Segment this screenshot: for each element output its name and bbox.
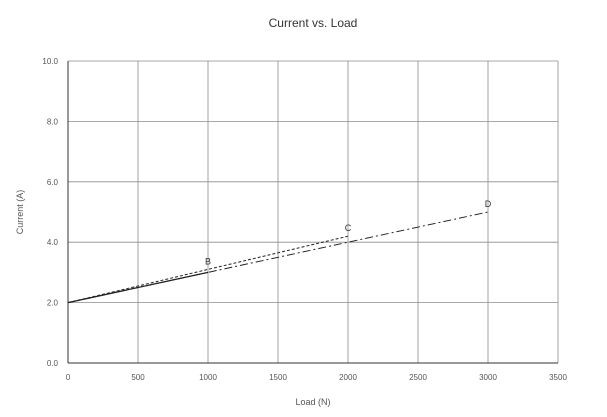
series-line-dashed bbox=[67, 235, 349, 304]
y-axis-label: Current (A) bbox=[15, 190, 25, 235]
y-tick-label-3: 6.0 bbox=[47, 178, 59, 187]
point-label-d: D bbox=[485, 199, 492, 209]
x-tick-label-3: 1500 bbox=[269, 373, 287, 382]
y-tick-label-5: 10.0 bbox=[42, 57, 58, 66]
y-tick-label-2: 4.0 bbox=[47, 238, 59, 247]
series-layer bbox=[67, 211, 489, 304]
tick-labels: 0 500 1000 1500 2000 2500 3000 3500 0.0 2.0 4.0 6.0… bbox=[42, 57, 567, 382]
x-tick-label-4: 2000 bbox=[339, 373, 357, 382]
x-tick-label-7: 3500 bbox=[549, 373, 567, 382]
x-tick-label-6: 3000 bbox=[479, 373, 497, 382]
point-label-c: C bbox=[345, 223, 352, 233]
y-tick-label-0: 0.0 bbox=[47, 359, 59, 368]
point-label-b: B bbox=[205, 256, 211, 266]
x-tick-label-1: 500 bbox=[131, 373, 145, 382]
series-line-dash-dot bbox=[67, 211, 489, 304]
y-tick-label-4: 8.0 bbox=[47, 117, 59, 126]
x-tick-label-0: 0 bbox=[66, 373, 71, 382]
grid bbox=[67, 60, 559, 364]
x-axis-label: Load (N) bbox=[295, 397, 330, 407]
y-tick-label-1: 2.0 bbox=[47, 299, 59, 308]
x-tick-label-5: 2500 bbox=[409, 373, 427, 382]
chart-title: Current vs. Load bbox=[269, 16, 358, 30]
x-tick-label-2: 1000 bbox=[199, 373, 217, 382]
point-labels: B C D bbox=[205, 199, 492, 266]
